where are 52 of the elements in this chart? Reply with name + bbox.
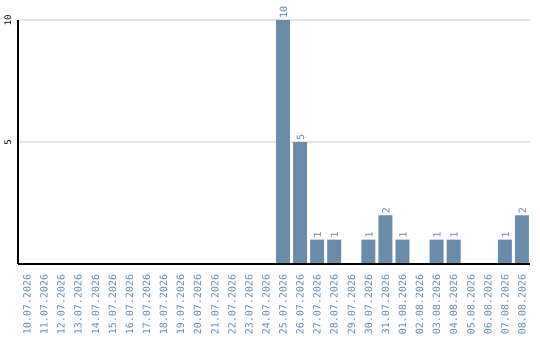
x-tick-label: 10.07.2026 xyxy=(22,274,34,334)
data-label: 2 xyxy=(381,207,392,214)
x-tick-label: 02.08.2026 xyxy=(415,274,426,334)
x-tick-label: 07.08.2026 xyxy=(500,274,512,334)
x-tick-label: 14.07.2026 xyxy=(90,274,102,334)
x-tick-label: 30.07.2026 xyxy=(364,274,375,334)
bar xyxy=(378,215,392,264)
data-label: 1 xyxy=(398,232,410,238)
x-tick-label: 18.07.2026 xyxy=(159,274,170,334)
x-tick-label: 04.08.2026 xyxy=(449,274,460,334)
bar xyxy=(310,240,324,264)
data-label: 10 xyxy=(279,6,290,18)
x-tick-label: 01.08.2026 xyxy=(398,274,409,334)
x-tick-label: 19.07.2026 xyxy=(176,274,188,334)
x-tick-label: 22.07.2026 xyxy=(227,274,238,334)
x-tick-label: 06.08.2026 xyxy=(483,274,494,334)
x-tick-label: 05.08.2026 xyxy=(466,274,478,334)
x-tick-label: 26.07.2026 xyxy=(296,274,307,334)
bar xyxy=(395,240,410,264)
bar xyxy=(361,240,376,264)
data-label: 1 xyxy=(432,232,444,238)
bar xyxy=(430,240,444,264)
data-label: 2 xyxy=(518,207,529,214)
x-tick-label: 08.08.2026 xyxy=(517,274,528,334)
x-tick-label: 25.07.2026 xyxy=(278,274,290,334)
bar xyxy=(498,240,512,264)
x-tick-label: 24.07.2026 xyxy=(261,274,272,334)
bar xyxy=(327,240,342,264)
data-label: 1 xyxy=(313,232,324,238)
bar xyxy=(276,20,290,264)
data-label: 1 xyxy=(330,232,342,238)
x-tick-label: 31.07.2026 xyxy=(380,274,392,334)
x-tick-label: 13.07.2026 xyxy=(74,274,85,334)
x-tick-label: 21.07.2026 xyxy=(210,274,222,334)
x-tick-label: 12.07.2026 xyxy=(56,274,68,334)
x-tick-label: 16.07.2026 xyxy=(124,274,136,334)
data-label: 1 xyxy=(450,232,461,238)
x-tick-label: 27.07.2026 xyxy=(312,274,324,334)
bar xyxy=(514,215,529,264)
x-tick-label: 28.07.2026 xyxy=(330,274,341,334)
x-tick-label: 20.07.2026 xyxy=(193,274,204,334)
data-label: 1 xyxy=(364,232,376,238)
x-tick-label: 03.08.2026 xyxy=(432,274,444,334)
x-tick-label: 11.07.2026 xyxy=(40,274,51,334)
data-label: 1 xyxy=(500,232,512,238)
x-tick-label: 15.07.2026 xyxy=(108,274,119,334)
bar xyxy=(293,142,308,264)
x-tick-label: 29.07.2026 xyxy=(346,274,358,334)
bar xyxy=(446,240,461,264)
data-label: 5 xyxy=(296,134,308,140)
x-tick-label: 23.07.2026 xyxy=(244,274,256,334)
x-tick-label: 17.07.2026 xyxy=(142,274,153,334)
